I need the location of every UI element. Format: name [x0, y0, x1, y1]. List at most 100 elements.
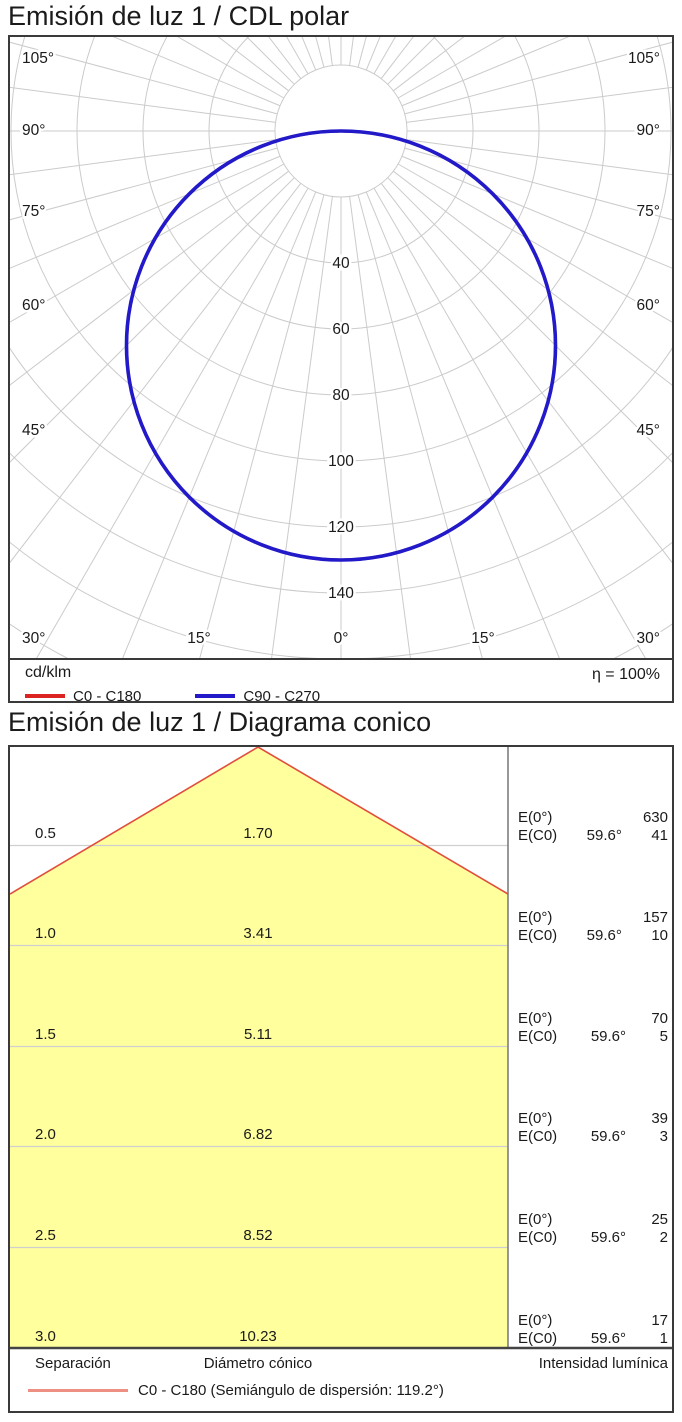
legend-item-label: C0 - C180	[73, 687, 142, 705]
illuminance-e0-row: E(0°) 25	[518, 1212, 668, 1227]
angle-label-left: 90°	[22, 122, 45, 139]
footer-diameter-header: Diámetro cónico	[203, 1355, 313, 1372]
e0-label: E(0°)	[518, 809, 553, 826]
angle-label-bottom: 0°	[334, 630, 349, 647]
illuminance-e0-row: E(0°) 17	[518, 1313, 668, 1328]
illuminance-e0-row: E(0°) 70	[518, 1011, 668, 1026]
beam-legend-swatch	[28, 1389, 128, 1392]
cone-diameter-value: 10.23	[239, 1328, 277, 1345]
beam-angle-value: 59.6°	[590, 1229, 627, 1246]
e0-label: E(0°)	[518, 909, 553, 926]
cone-diameter-value: 1.70	[243, 825, 273, 842]
angle-label-left: 105°	[22, 50, 54, 67]
beam-legend-label: C0 - C180 (Semiángulo de dispersión: 119…	[138, 1382, 444, 1399]
cone-edge-right	[257, 747, 509, 895]
angle-label-bottom: 15°	[187, 630, 210, 647]
polar-legend: C0 - C180 C90 - C270	[25, 688, 320, 705]
illuminance-e0-row: E(0°) 630	[518, 810, 668, 825]
curve-c90-c270	[124, 129, 558, 562]
beam-angle-value: 59.6°	[586, 927, 622, 944]
legend-separator	[10, 658, 672, 660]
beam-angle-value: 59.6°	[590, 1128, 627, 1145]
cone-diagram-panel: 0.5 1.70 E(0°) 630 E(C0) 59.6° 41 1.0 3.41 E(0°) 1…	[8, 745, 674, 1413]
radial-tick-label: 100	[328, 453, 354, 470]
ec0-value: 10	[651, 927, 668, 944]
e0-value: 157	[642, 909, 668, 926]
radial-tick-label: 80	[332, 387, 350, 404]
polar-legend-item: C0 - C180	[25, 688, 141, 705]
ec0-value: 5	[659, 1028, 668, 1045]
angle-label-right: 60°	[637, 297, 660, 314]
radial-tick-label: 140	[328, 585, 354, 602]
separation-value: 0.5	[35, 825, 56, 842]
footer-separation-header: Separación	[35, 1355, 111, 1372]
illuminance-ec0-row: E(C0) 59.6° 10	[518, 928, 668, 943]
cone-diagram-chart	[10, 747, 672, 1350]
beam-angle-value: 59.6°	[590, 1028, 627, 1045]
e0-label: E(0°)	[518, 1010, 553, 1027]
radial-tick-label: 40	[332, 255, 350, 272]
e0-value: 39	[651, 1110, 668, 1127]
ec0-value: 3	[659, 1128, 668, 1145]
illuminance-ec0-row: E(C0) 59.6° 41	[518, 828, 668, 843]
e0-label: E(0°)	[518, 1312, 553, 1329]
polar-cdl-chart: 40 60 80 100 120 140 105° 105° 90° 90° 75° 75° 60° 60…	[10, 37, 672, 658]
angle-label-right: 105°	[628, 50, 660, 67]
angle-label-right: 75°	[637, 203, 660, 220]
legend-line-swatch	[195, 694, 236, 698]
cone-edge-left	[10, 747, 259, 895]
ec0-value: 41	[651, 827, 668, 844]
e0-value: 17	[651, 1312, 668, 1329]
ec0-label: E(C0)	[518, 1229, 558, 1246]
cone-diagram-title: Emisión de luz 1 / Diagrama conico	[8, 707, 432, 737]
angle-label-bottom: 30°	[22, 630, 45, 647]
e0-value: 70	[651, 1010, 668, 1027]
polar-chart-panel: 40 60 80 100 120 140 105° 105° 90° 90° 75° 75° 60° 60…	[8, 35, 674, 705]
e0-value: 630	[642, 809, 668, 826]
separation-value: 2.5	[35, 1227, 56, 1244]
ec0-label: E(C0)	[518, 1028, 558, 1045]
legend-item-label: C90 - C270	[243, 687, 321, 705]
ec0-label: E(C0)	[518, 1330, 558, 1347]
illuminance-ec0-row: E(C0) 59.6° 2	[518, 1230, 668, 1245]
illuminance-e0-row: E(0°) 39	[518, 1111, 668, 1126]
angle-label-left: 45°	[22, 422, 45, 439]
separation-value: 1.5	[35, 1026, 56, 1043]
polar-unit-label: cd/klm	[25, 664, 72, 681]
ec0-value: 2	[659, 1229, 668, 1246]
angle-label-right: 90°	[637, 122, 660, 139]
cone-diameter-value: 5.11	[243, 1026, 273, 1043]
separation-value: 3.0	[35, 1328, 56, 1345]
radial-tick-label: 120	[328, 519, 354, 536]
separation-value: 2.0	[35, 1126, 56, 1143]
e0-label: E(0°)	[518, 1211, 553, 1228]
cone-diameter-value: 6.82	[243, 1126, 273, 1143]
angle-label-left: 60°	[22, 297, 45, 314]
illuminance-ec0-row: E(C0) 59.6° 1	[518, 1331, 668, 1346]
ec0-label: E(C0)	[518, 927, 558, 944]
cone-diameter-value: 3.41	[243, 925, 273, 942]
ec0-label: E(C0)	[518, 827, 558, 844]
polar-chart-title: Emisión de luz 1 / CDL polar	[8, 1, 350, 31]
ec0-value: 1	[659, 1330, 668, 1347]
cone-diameter-value: 8.52	[243, 1227, 273, 1244]
footer-intensity-header: Intensidad lumínica	[538, 1355, 668, 1372]
e0-label: E(0°)	[518, 1110, 553, 1127]
light-cone-area	[10, 747, 508, 1348]
polar-legend-item: C90 - C270	[195, 688, 320, 705]
illuminance-ec0-row: E(C0) 59.6° 3	[518, 1129, 668, 1144]
legend-line-swatch	[25, 694, 65, 698]
illuminance-ec0-row: E(C0) 59.6° 5	[518, 1029, 668, 1044]
light-output-ratio-label: η = 100%	[591, 666, 660, 683]
angle-label-bottom: 30°	[637, 630, 660, 647]
beam-angle-value: 59.6°	[590, 1330, 627, 1347]
separation-value: 1.0	[35, 925, 56, 942]
angle-label-right: 45°	[637, 422, 660, 439]
angle-label-bottom: 15°	[471, 630, 494, 647]
ec0-label: E(C0)	[518, 1128, 558, 1145]
beam-angle-value: 59.6°	[586, 827, 622, 844]
e0-value: 25	[651, 1211, 668, 1228]
radial-tick-label: 60	[332, 321, 350, 338]
angle-label-left: 75°	[22, 203, 45, 220]
